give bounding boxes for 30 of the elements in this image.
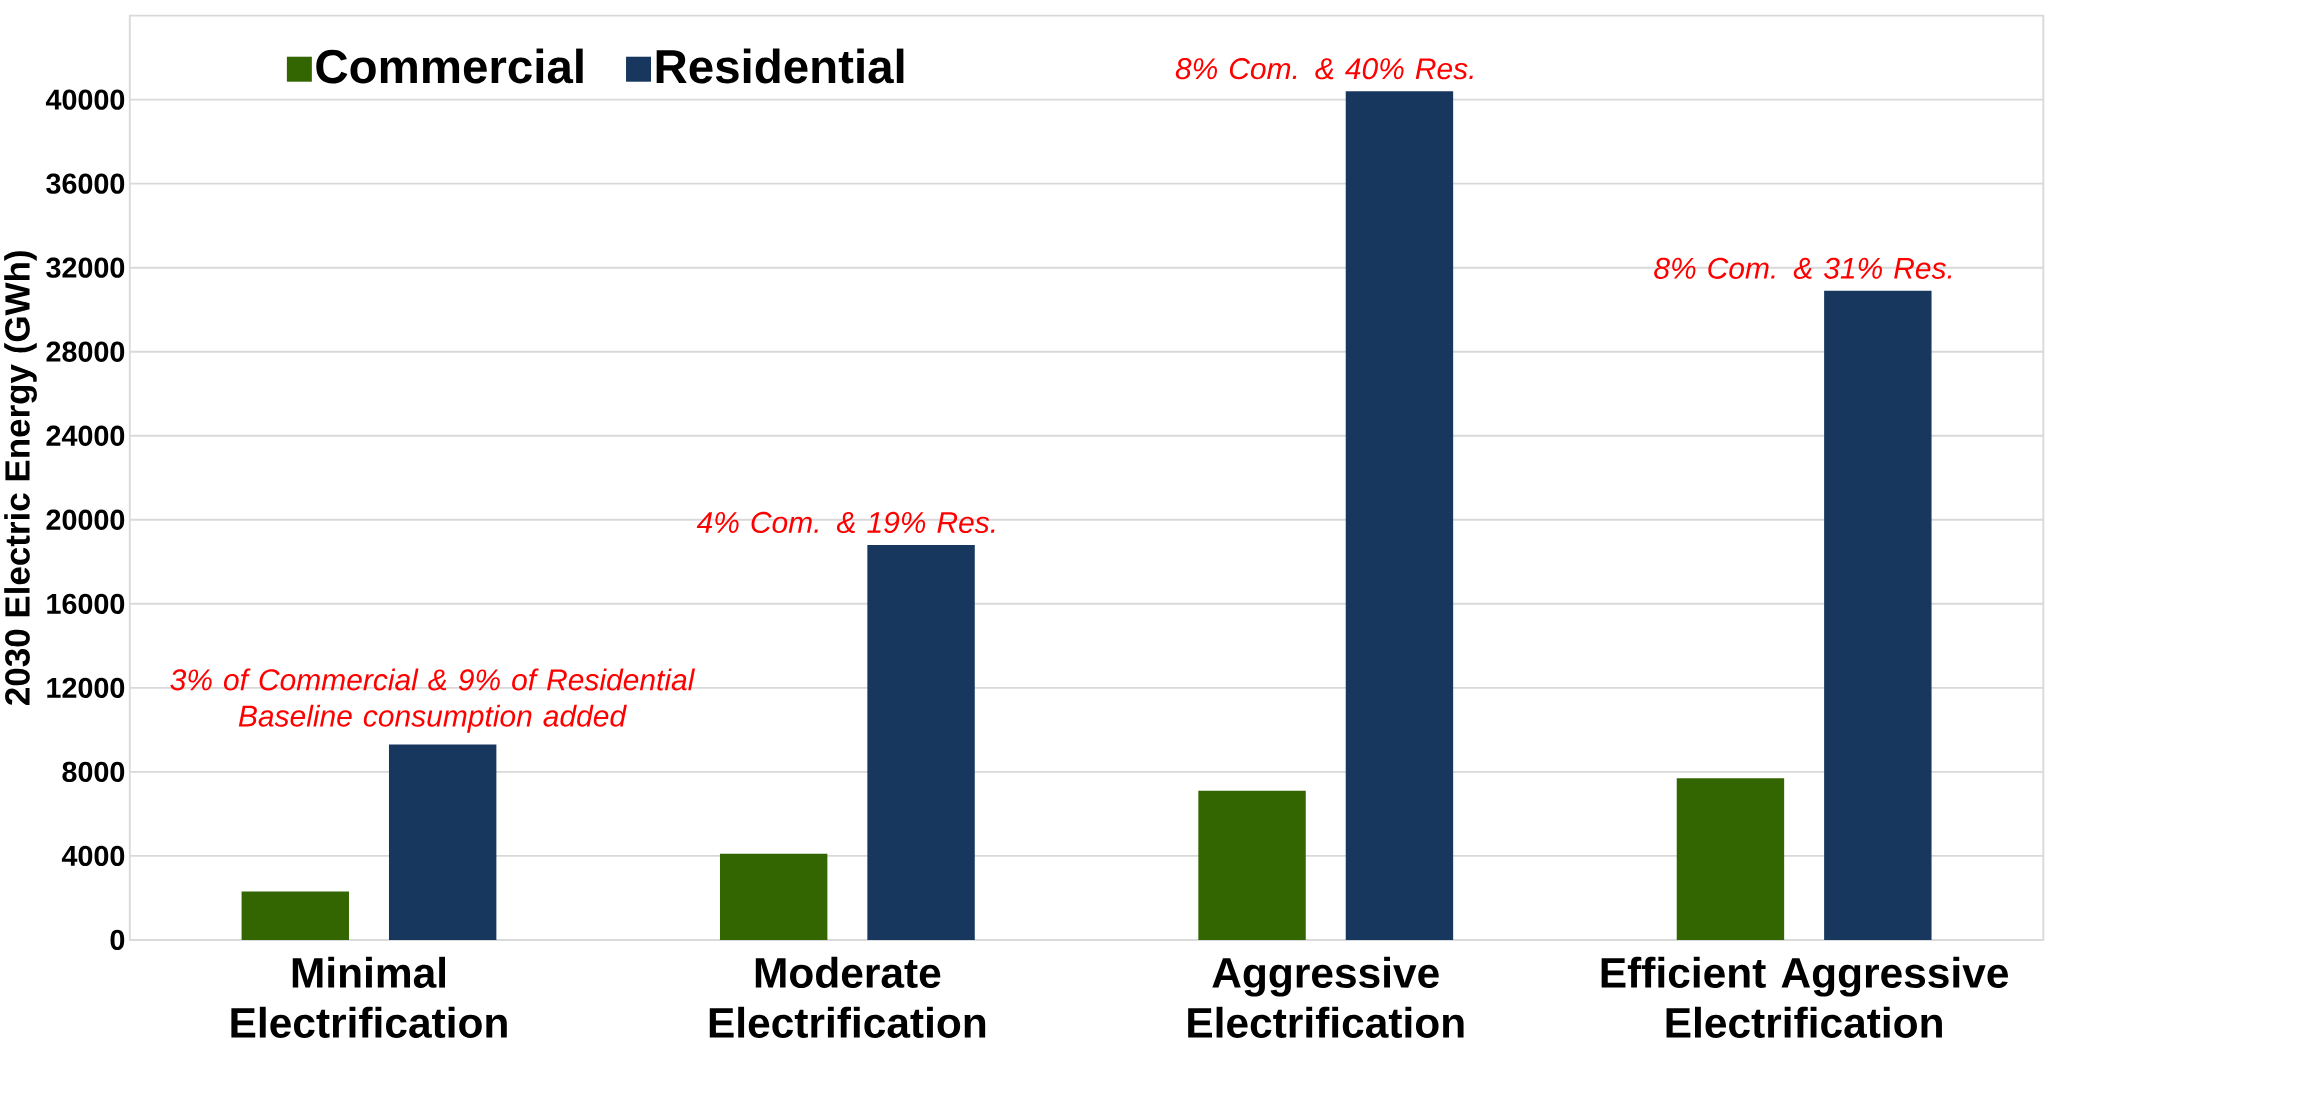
y-axis-title: 2030 Electric Energy (GWh) [4,251,37,706]
y-tick-label: 36000 [46,173,125,195]
bar [1824,291,1932,941]
annotation: 3% of Commercial & 9% of Residential Baseline consumption added [170,668,696,733]
y-tick-label: 28000 [46,341,125,363]
y-tick-label: 24000 [46,425,125,447]
legend-label: Residential [656,48,904,84]
bar [388,744,497,941]
annotation: 4% Com. & 19% Res. [696,512,995,534]
legend-label: Commercial [316,48,583,84]
y-tick-label: 4000 [61,845,125,867]
bar [1198,790,1306,941]
bar [1345,91,1454,941]
bar [1676,778,1785,941]
x-tick-label: Moderate Electrification [709,957,986,1039]
x-tick-label: Minimal Electrification [231,957,507,1039]
x-tick-label: Efficient Aggressive Electrification [1601,957,2008,1039]
y-tick-label: 20000 [46,509,125,531]
y-tick-label: 40000 [45,89,125,111]
bar [241,891,349,941]
x-tick-label: Aggressive Electrification [1188,957,1464,1039]
bar [719,854,828,941]
y-tick-label: 16000 [47,593,125,615]
bar [867,545,975,941]
y-tick-label: 8000 [62,761,125,783]
y-tick-label: 32000 [46,257,125,279]
y-tick-label: 0 [110,929,125,951]
annotation: 8% Com. & 31% Res. [1654,257,1952,280]
annotation: 8% Com. & 40% Res. [1175,58,1473,80]
y-tick-label: 12000 [47,677,125,699]
